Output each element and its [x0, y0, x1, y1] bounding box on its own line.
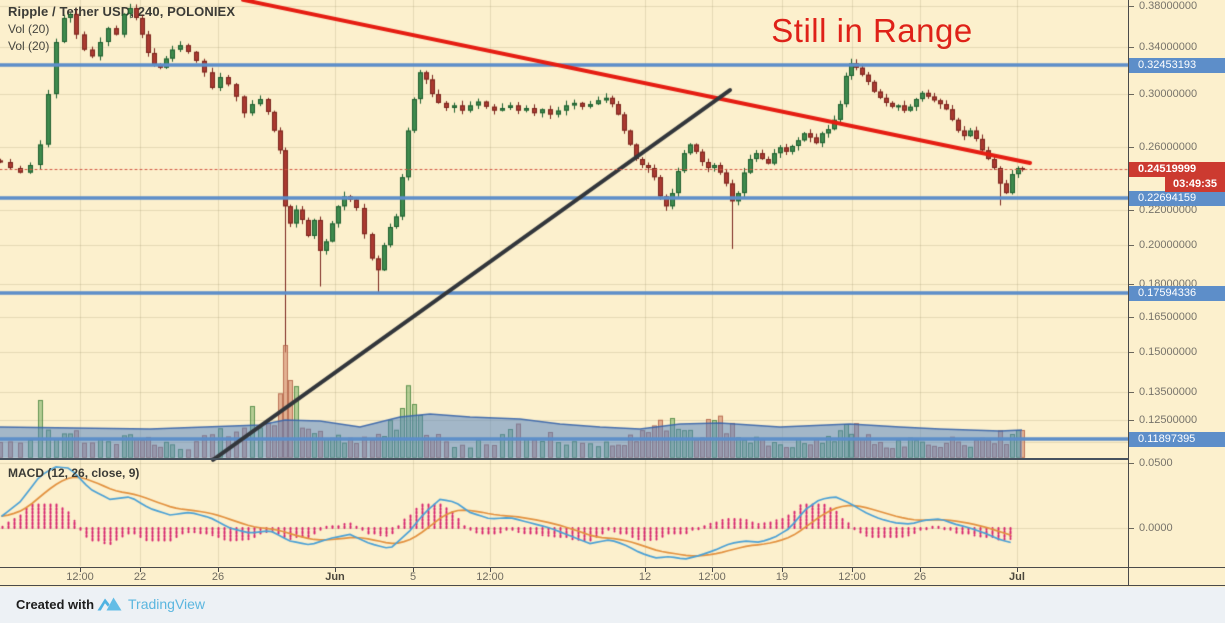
price-tick-label: 0.15000000: [1139, 345, 1198, 358]
time-tick-label: Jul: [1009, 571, 1025, 583]
axis-tick-mark: [1129, 420, 1134, 421]
time-tick-mark: [490, 568, 491, 572]
time-tick-mark: [80, 568, 81, 572]
level-price-badge: 0.32453193: [1129, 57, 1225, 73]
time-tick-label: 5: [409, 571, 417, 583]
macd-tick-label: 0.0000: [1139, 521, 1173, 534]
time-tick-label: 26: [913, 571, 927, 583]
time-tick-label: Jun: [325, 571, 345, 583]
created-with-label: Created with: [16, 597, 95, 612]
tradingview-logo-icon[interactable]: [96, 594, 123, 614]
time-tick-label: 12:00: [838, 571, 866, 583]
axis-tick-mark: [1129, 528, 1134, 529]
axis-tick-mark: [1129, 47, 1134, 48]
time-tick-mark: [413, 568, 414, 572]
level-price-badge: 0.22694159: [1129, 190, 1225, 206]
price-tick-label: 0.12500000: [1139, 413, 1198, 426]
macd-indicator-label[interactable]: MACD (12, 26, close, 9): [8, 466, 140, 480]
pane-separator[interactable]: [0, 458, 1129, 460]
time-tick-mark: [782, 568, 783, 572]
time-tick-mark: [852, 568, 853, 572]
axis-tick-mark: [1129, 352, 1134, 353]
price-chart-canvas[interactable]: [0, 0, 1129, 567]
time-axis[interactable]: 12:00 22 26 Jun 5 12:00 12 12:00 19 12:00 26 Jul: [0, 567, 1225, 586]
price-tick-label: 0.13500000: [1139, 385, 1198, 398]
bar-countdown-badge: 03:49:35: [1165, 176, 1225, 192]
axis-tick-mark: [1129, 317, 1134, 318]
time-tick-mark: [1017, 568, 1018, 572]
tradingview-brand-link[interactable]: TradingView: [128, 596, 206, 612]
axis-tick-mark: [1129, 147, 1134, 148]
price-tick-label: 0.34000000: [1139, 40, 1198, 53]
time-tick-label: 12:00: [698, 571, 726, 583]
axis-tick-mark: [1129, 6, 1134, 7]
last-price-badge: 0.24519999: [1129, 161, 1225, 177]
price-tick-label: 0.26000000: [1139, 140, 1198, 153]
time-tick-label: 19: [775, 571, 789, 583]
axis-tick-mark: [1129, 284, 1134, 285]
axis-tick-mark: [1129, 210, 1134, 211]
time-tick-mark: [218, 568, 219, 572]
time-tick-mark: [335, 568, 336, 572]
macd-tick-label: 0.0500: [1139, 456, 1173, 469]
level-price-badge: 0.17594336: [1129, 285, 1225, 301]
axis-corner-border: [1128, 567, 1129, 586]
time-tick-mark: [140, 568, 141, 572]
time-tick-label: 12: [638, 571, 652, 583]
price-tick-label: 0.38000000: [1139, 0, 1198, 12]
time-tick-label: 22: [133, 571, 147, 583]
time-tick-label: 12:00: [476, 571, 504, 583]
time-tick-mark: [645, 568, 646, 572]
axis-tick-mark: [1129, 94, 1134, 95]
time-tick-mark: [712, 568, 713, 572]
axis-tick-mark: [1129, 392, 1134, 393]
axis-tick-mark: [1129, 245, 1134, 246]
price-tick-label: 0.22000000: [1139, 203, 1198, 216]
axis-tick-mark: [1129, 463, 1134, 464]
price-tick-label: 0.16500000: [1139, 310, 1198, 323]
price-axis[interactable]: 0.38000000 0.34000000 0.30000000 0.26000000…: [1128, 0, 1225, 586]
level-price-badge: 0.11897395: [1129, 431, 1225, 447]
attribution-footer: Created with TradingView: [0, 587, 1225, 623]
time-tick-label: 12:00: [66, 571, 94, 583]
price-tick-label: 0.20000000: [1139, 238, 1198, 251]
time-tick-mark: [920, 568, 921, 572]
time-tick-label: 26: [211, 571, 225, 583]
price-tick-label: 0.30000000: [1139, 87, 1198, 100]
